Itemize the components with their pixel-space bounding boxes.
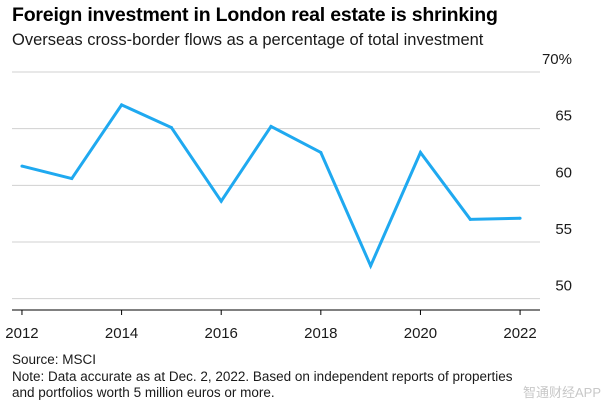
data-point-2017 [269,124,273,128]
x-tick-label: 2014 [105,325,138,342]
y-tick-label: 65 [555,108,572,125]
data-point-2021 [468,217,472,221]
gridlines [12,71,540,300]
y-tick-label: 60 [555,164,572,181]
source-note: Source: MSCI [12,352,97,367]
chart-subtitle: Overseas cross-border flows as a percent… [12,31,484,49]
x-axis-ticks: 2012 2014 2016 2018 2020 2022 [5,310,537,342]
data-point-2018 [319,150,323,154]
series-lines [20,102,522,270]
chart-title: Foreign investment in London real estate… [12,4,498,26]
x-tick-label: 2020 [404,325,437,342]
data-point-2015 [169,126,173,130]
y-axis-ticks: 50 55 60 65 70% [542,51,572,295]
data-point-2022 [518,216,522,220]
y-tick-label: 50 [555,278,572,295]
note-line-2: and portfolios worth 5 million euros or … [12,385,275,400]
y-tick-label: 55 [555,221,572,238]
data-point-2019 [369,264,373,268]
chart-footer: Source: MSCI Note: Data accurate as at D… [12,352,513,402]
watermark: 智通财经APP [522,385,601,400]
data-point-2012 [20,164,24,168]
note-line-1: Note: Data accurate as at Dec. 2, 2022. … [12,368,513,384]
data-point-2014 [120,103,124,107]
data-point-2020 [418,150,422,154]
y-tick-label: 70% [542,51,572,68]
data-point-2016 [219,199,223,203]
x-tick-label: 2016 [205,325,238,342]
x-tick-label: 2012 [5,325,38,342]
x-tick-label: 2022 [503,325,536,342]
x-tick-label: 2018 [304,325,337,342]
data-point-2013 [70,177,74,181]
